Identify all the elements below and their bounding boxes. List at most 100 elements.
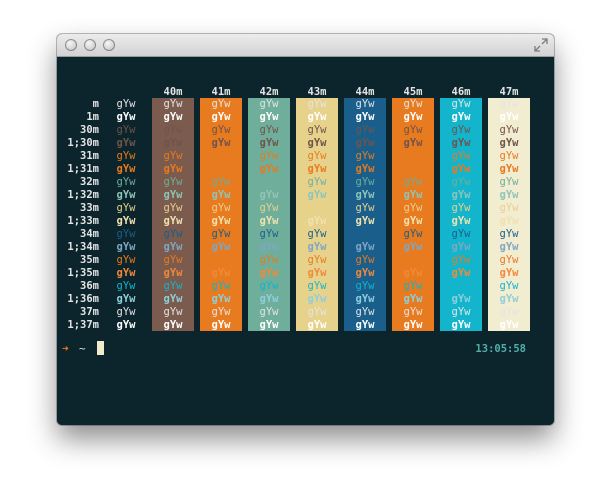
terminal-content[interactable]: ➜ ~ 13:05:58 40m 41m 42m 43m 44m 45m 46m 47m m gY…: [57, 57, 554, 425]
color-sample-cell: gYw: [355, 98, 375, 110]
color-sample-cell: gYw: [211, 124, 231, 136]
color-sample-cell: gYw: [451, 228, 471, 240]
color-sample-cell: gYw: [499, 280, 519, 292]
color-sample-cell: gYw: [211, 163, 231, 175]
row-label: 1m: [86, 111, 99, 123]
color-sample-cell: gYw: [307, 267, 327, 279]
color-sample-cell: gYw: [259, 306, 279, 318]
row-label: 32m: [80, 176, 99, 188]
color-sample-cell: gYw: [403, 124, 423, 136]
color-sample-cell: gYw: [163, 111, 183, 123]
color-sample-cell: gYw: [211, 228, 231, 240]
color-sample-cell: gYw: [211, 111, 231, 123]
prompt-directory: ~: [79, 342, 86, 355]
color-sample-cell: gYw: [211, 189, 231, 201]
color-sample-cell: gYw: [355, 137, 375, 149]
color-sample-cell: gYw: [451, 306, 471, 318]
color-sample-cell: gYw: [403, 98, 423, 110]
color-sample-cell: gYw: [259, 293, 279, 305]
color-sample-cell: gYw: [499, 150, 519, 162]
color-sample-cell: gYw: [403, 189, 423, 201]
color-sample-cell: gYw: [499, 306, 519, 318]
background-column: [248, 98, 290, 331]
color-sample-cell: gYw: [307, 124, 327, 136]
fullscreen-icon[interactable]: [534, 37, 548, 52]
column-header: 40m: [163, 86, 183, 98]
color-sample-cell: gYw: [499, 163, 519, 175]
color-sample-cell: gYw: [211, 98, 231, 110]
color-sample-cell: gYw: [259, 215, 279, 227]
color-sample-cell: gYw: [307, 280, 327, 292]
color-sample-cell: gYw: [307, 137, 327, 149]
text-cursor: [97, 341, 104, 355]
color-sample-cell: gYw: [499, 124, 519, 136]
color-sample-cell: gYw: [355, 189, 375, 201]
row-label: 1;32m: [67, 189, 99, 201]
color-sample-cell: gYw: [451, 202, 471, 214]
color-sample-cell: gYw: [163, 163, 183, 175]
column-header: 43m: [307, 86, 327, 98]
prompt-arrow-icon: ➜: [62, 342, 69, 355]
row-label: 1;31m: [67, 163, 99, 175]
row-label: 37m: [80, 306, 99, 318]
color-sample-cell: gYw: [259, 189, 279, 201]
color-sample-cell: gYw: [499, 215, 519, 227]
close-button[interactable]: [65, 39, 77, 51]
row-label: 30m: [80, 124, 99, 136]
default-bg-sample: gYw: [116, 293, 136, 305]
color-sample-cell: gYw: [307, 228, 327, 240]
color-sample-cell: gYw: [259, 202, 279, 214]
color-sample-cell: gYw: [307, 319, 327, 331]
color-sample-cell: gYw: [259, 137, 279, 149]
color-sample-cell: gYw: [163, 319, 183, 331]
color-sample-cell: gYw: [403, 163, 423, 175]
color-sample-cell: gYw: [499, 228, 519, 240]
row-label: 34m: [80, 228, 99, 240]
color-sample-cell: gYw: [355, 124, 375, 136]
color-sample-cell: gYw: [163, 215, 183, 227]
minimize-button[interactable]: [84, 39, 96, 51]
color-sample-cell: gYw: [211, 137, 231, 149]
color-sample-cell: gYw: [211, 150, 231, 162]
color-sample-cell: gYw: [355, 228, 375, 240]
default-bg-sample: gYw: [116, 98, 136, 110]
row-label: 1;34m: [67, 241, 99, 253]
color-sample-cell: gYw: [355, 254, 375, 266]
color-sample-cell: gYw: [307, 176, 327, 188]
color-sample-cell: gYw: [403, 215, 423, 227]
default-bg-sample: gYw: [116, 215, 136, 227]
color-sample-cell: gYw: [259, 267, 279, 279]
color-sample-cell: gYw: [307, 215, 327, 227]
color-sample-cell: gYw: [259, 98, 279, 110]
color-sample-cell: gYw: [451, 319, 471, 331]
color-sample-cell: gYw: [451, 176, 471, 188]
color-sample-cell: gYw: [163, 98, 183, 110]
color-sample-cell: gYw: [259, 150, 279, 162]
color-sample-cell: gYw: [307, 163, 327, 175]
color-sample-cell: gYw: [499, 137, 519, 149]
color-sample-cell: gYw: [451, 137, 471, 149]
zoom-button[interactable]: [103, 39, 115, 51]
color-sample-cell: gYw: [307, 241, 327, 253]
default-bg-sample: gYw: [116, 137, 136, 149]
default-bg-sample: gYw: [116, 319, 136, 331]
color-sample-cell: gYw: [499, 98, 519, 110]
background-column: [344, 98, 386, 331]
row-label: m: [92, 98, 99, 110]
color-sample-cell: gYw: [163, 176, 183, 188]
color-sample-cell: gYw: [211, 267, 231, 279]
default-bg-sample: gYw: [116, 280, 136, 292]
color-sample-cell: gYw: [307, 189, 327, 201]
color-sample-cell: gYw: [451, 280, 471, 292]
color-sample-cell: gYw: [211, 202, 231, 214]
color-sample-cell: gYw: [499, 241, 519, 253]
color-sample-cell: gYw: [259, 111, 279, 123]
color-sample-cell: gYw: [403, 254, 423, 266]
row-label: 1;35m: [67, 267, 99, 279]
row-label: 1;36m: [67, 293, 99, 305]
row-label: 1;33m: [67, 215, 99, 227]
default-bg-sample: gYw: [116, 111, 136, 123]
default-bg-sample: gYw: [116, 202, 136, 214]
color-sample-cell: gYw: [163, 254, 183, 266]
color-sample-cell: gYw: [403, 267, 423, 279]
